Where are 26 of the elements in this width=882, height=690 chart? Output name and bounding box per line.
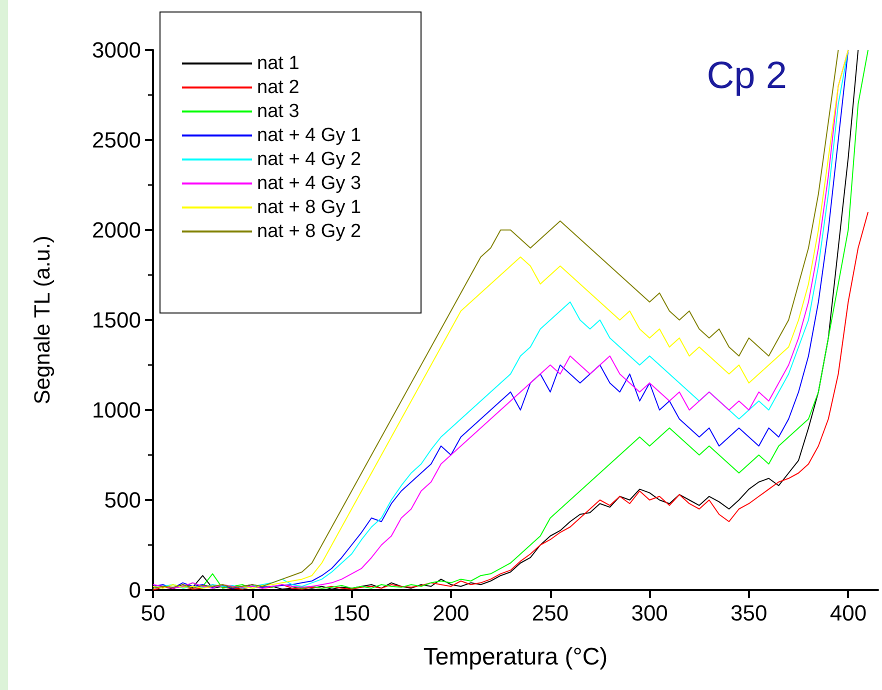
legend-label: nat + 4 Gy 3 [257,173,362,194]
x-tick-label: 100 [234,600,271,626]
y-tick-label: 3000 [92,38,141,62]
x-tick-label: 200 [432,600,470,626]
legend-label: nat + 4 Gy 1 [257,125,362,146]
legend-label: nat 1 [257,53,300,74]
x-tick-label: 300 [631,600,668,626]
y-axis-title: Segnale TL (a.u.) [30,236,54,404]
legend-label: nat + 8 Gy 2 [257,221,362,242]
legend-label: nat 3 [257,101,300,122]
x-axis-title: Temperatura (°C) [423,644,608,670]
legend-label: nat + 4 Gy 2 [257,149,362,170]
y-tick-label: 1500 [92,308,141,332]
legend-label: nat 2 [257,77,300,98]
legend-label: nat + 8 Gy 1 [257,197,362,218]
x-tick-label: 150 [333,600,370,626]
x-tick-label: 350 [730,600,768,626]
y-tick-label: 0 [128,578,141,602]
y-tick-label: 500 [104,488,141,512]
chart-title: Cp 2 [706,55,788,97]
x-tick-label: 50 [140,600,166,626]
y-tick-label: 2500 [92,128,141,152]
y-tick-label: 1000 [92,398,141,422]
y-tick-label: 2000 [92,218,141,242]
x-tick-label: 250 [532,600,569,626]
x-tick-label: 400 [830,600,867,626]
